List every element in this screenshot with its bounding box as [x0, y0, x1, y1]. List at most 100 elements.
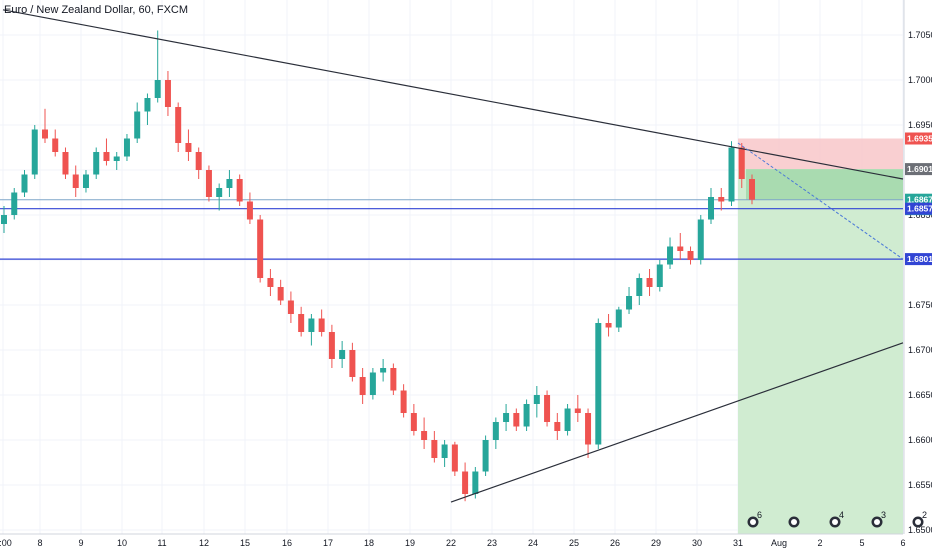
event-marker: 6 — [747, 510, 762, 528]
candle — [144, 93, 151, 125]
candle-body — [513, 413, 520, 427]
level-a-label-bg — [905, 202, 932, 215]
candle — [462, 462, 469, 502]
candle-body — [431, 440, 438, 458]
candle — [677, 233, 684, 260]
candle — [205, 165, 212, 202]
candle-body — [656, 264, 663, 287]
x-tick-label: 23 — [487, 538, 497, 548]
candle-body — [226, 179, 233, 188]
candle-body — [11, 192, 18, 215]
candle — [410, 404, 417, 436]
candle — [308, 314, 315, 346]
y-tick-label: 1.67500 — [908, 300, 932, 310]
candle-body — [677, 246, 684, 251]
candle — [318, 309, 325, 337]
candle-body — [113, 156, 120, 161]
candle — [636, 273, 643, 305]
candle-body — [164, 80, 171, 107]
candle — [390, 363, 397, 395]
candle-body — [185, 143, 192, 152]
candle-body — [257, 219, 264, 278]
candle-body — [277, 287, 284, 301]
candle-body — [21, 174, 28, 193]
candle — [216, 183, 223, 211]
candle-body — [93, 152, 100, 175]
candle-body — [298, 314, 305, 332]
candle-body — [1, 215, 7, 224]
x-tick-label: 31 — [733, 538, 743, 548]
candle-body — [574, 408, 581, 413]
event-marker: 2 — [912, 510, 927, 528]
candle-body — [308, 318, 315, 332]
candle — [554, 413, 561, 440]
x-tick-label: 6 — [900, 538, 905, 548]
candle — [697, 215, 704, 265]
candle — [349, 342, 356, 382]
candle-body — [728, 147, 735, 202]
candle-body — [626, 296, 633, 310]
candle — [359, 368, 366, 404]
candle-body — [390, 368, 397, 391]
x-tick-label: 9 — [78, 538, 83, 548]
candle-body — [564, 408, 571, 431]
time-axis: 0:008910111215161718192223242526293031Au… — [0, 510, 927, 548]
candle-body — [144, 98, 151, 112]
candle — [544, 390, 551, 427]
x-tick-label: 18 — [364, 538, 374, 548]
candle-body — [451, 444, 458, 472]
candle — [339, 341, 346, 368]
candle-body — [410, 413, 417, 431]
candle — [441, 440, 448, 467]
candle — [11, 188, 18, 220]
x-tick-label: 12 — [199, 538, 209, 548]
candle — [513, 408, 520, 431]
x-tick-label: 17 — [323, 538, 333, 548]
candle — [134, 102, 141, 143]
candle-body — [246, 201, 253, 220]
event-marker-core — [874, 519, 880, 525]
candle-body — [400, 390, 407, 413]
candle-body — [462, 471, 469, 494]
candle — [369, 368, 376, 400]
x-tick-label: Aug — [771, 538, 787, 548]
x-tick-label: 2 — [817, 538, 822, 548]
grid — [0, 0, 904, 534]
candle — [103, 138, 110, 166]
candle — [482, 435, 489, 476]
event-marker-count: 2 — [922, 510, 927, 520]
x-tick-label: 19 — [405, 538, 415, 548]
candle — [175, 102, 182, 152]
candle — [564, 404, 571, 436]
candle-body — [636, 278, 643, 296]
candle — [492, 417, 499, 449]
x-tick-label: 5 — [859, 538, 864, 548]
candle — [62, 147, 69, 179]
candle — [93, 147, 100, 179]
projection-line — [737, 142, 904, 260]
profit-filled-zone — [746, 169, 903, 200]
candle — [298, 306, 305, 337]
price-axis: 1.705001.700001.695001.690001.685001.680… — [903, 0, 932, 535]
candle — [708, 188, 715, 224]
candle-body — [380, 368, 387, 373]
entry-price-label: 1.69010 — [905, 163, 932, 176]
take-profit-zone — [738, 169, 903, 534]
y-tick-label: 1.66500 — [908, 390, 932, 400]
candle — [328, 324, 335, 368]
current-price-label-text: 1.68673 — [907, 195, 932, 205]
upper-trendline — [2, 9, 904, 180]
candle — [605, 314, 612, 337]
candle-body — [359, 377, 366, 395]
candle-body — [339, 350, 346, 359]
candle — [451, 441, 458, 476]
candle — [1, 206, 7, 233]
candle-body — [41, 129, 48, 139]
candle-body — [52, 138, 59, 152]
x-tick-label: 15 — [240, 538, 250, 548]
y-tick-label: 1.67000 — [908, 345, 932, 355]
candle-body — [216, 188, 223, 197]
candle — [585, 408, 592, 458]
